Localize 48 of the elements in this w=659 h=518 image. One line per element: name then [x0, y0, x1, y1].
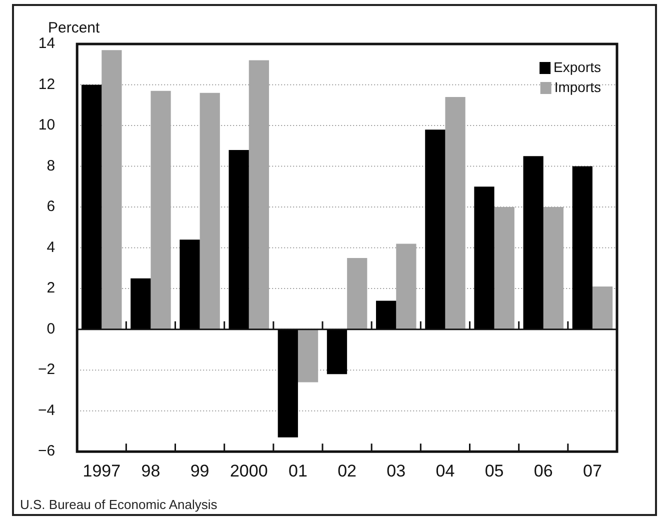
legend-label: Exports: [554, 58, 602, 75]
bar: [494, 207, 514, 330]
bar: [228, 150, 249, 330]
x-tick-label: 06: [534, 461, 553, 480]
x-tick-label: 01: [288, 461, 308, 480]
y-tick-label: −6: [38, 442, 56, 460]
bar: [298, 329, 318, 382]
x-tick-label: 04: [436, 461, 455, 480]
y-tick-label: 8: [46, 157, 56, 174]
y-tick-label: −2: [38, 361, 56, 378]
x-tick-label: 02: [338, 461, 357, 480]
bar: [347, 258, 368, 330]
bar: [200, 92, 220, 330]
y-tick-label: 6: [46, 198, 56, 216]
bar: [396, 244, 416, 330]
legend-label: Imports: [554, 78, 602, 95]
y-tick-label: 10: [38, 116, 56, 134]
bar: [376, 300, 396, 330]
bar: [326, 329, 348, 374]
y-axis-title: Percent: [48, 20, 101, 37]
bar: [150, 90, 171, 330]
bar: [425, 130, 446, 330]
y-tick-label: 4: [46, 238, 56, 256]
bar: [130, 278, 151, 330]
x-tick-label: 99: [190, 461, 210, 480]
bar: [523, 156, 544, 330]
bar: [572, 166, 592, 330]
x-tick-label: 98: [141, 461, 160, 480]
bar: [102, 50, 122, 330]
y-tick-label: −4: [38, 402, 56, 419]
bar: [543, 207, 564, 330]
bar: [82, 84, 102, 330]
text: U.S. Bureau of Economic Analysis: [20, 497, 218, 512]
x-tick-label: 05: [484, 461, 504, 480]
x-tick-label: 2000: [230, 461, 268, 480]
y-tick-label: 12: [38, 76, 56, 93]
bar: [592, 286, 613, 330]
bar: [445, 96, 466, 330]
bar: [248, 60, 270, 330]
x-tick-label: 07: [583, 461, 602, 480]
y-tick-label: 0: [46, 320, 56, 338]
y-tick-label: 14: [38, 35, 56, 52]
bar: [474, 186, 494, 330]
bar: [180, 240, 200, 330]
y-tick-label: 2: [46, 280, 56, 297]
x-tick-label: 03: [386, 461, 406, 480]
x-tick-label: 1997: [82, 461, 121, 480]
bar: [278, 329, 298, 438]
